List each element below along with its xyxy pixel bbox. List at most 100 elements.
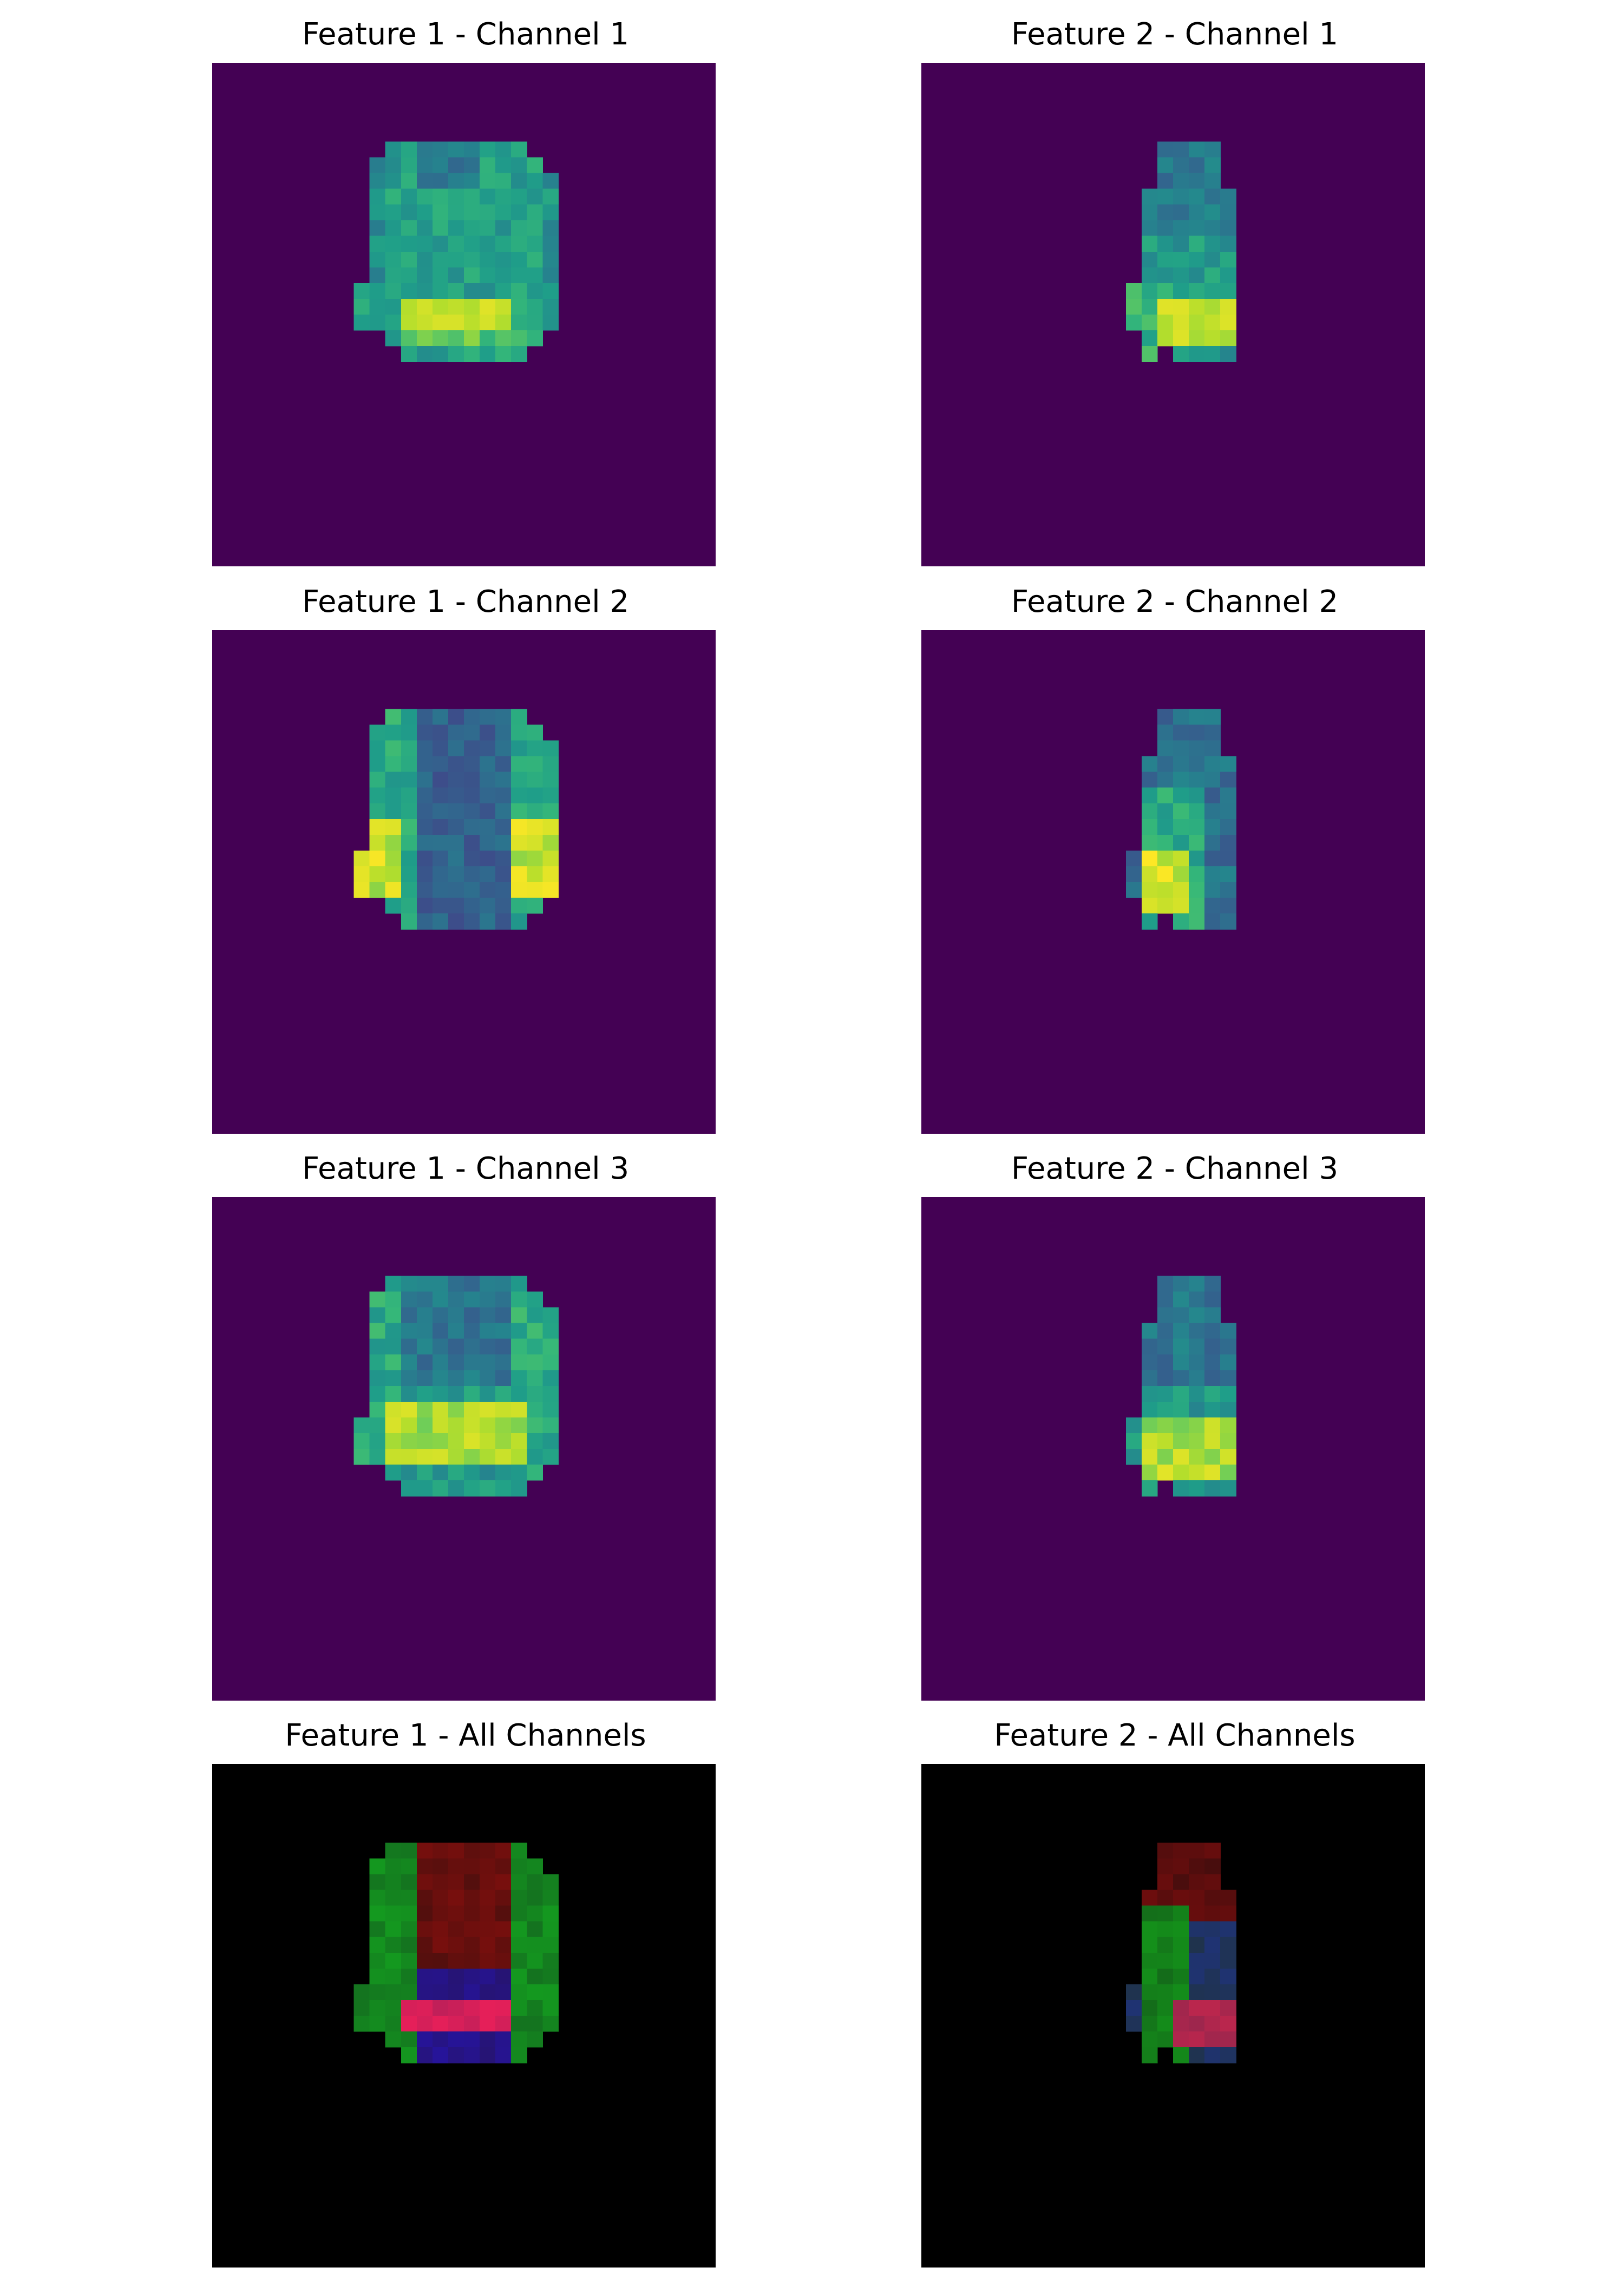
heatmap-cell bbox=[527, 298, 543, 315]
heatmap-cell bbox=[1173, 1921, 1189, 1938]
heatmap-cell bbox=[1204, 913, 1221, 930]
heatmap-cell bbox=[1204, 315, 1221, 331]
panel-title-f1c2: Feature 1 - Channel 2 bbox=[302, 584, 630, 619]
heatmap-cell bbox=[480, 772, 496, 788]
heatmap-cell bbox=[480, 1952, 496, 1969]
heatmap-cell bbox=[1141, 2031, 1158, 2048]
heatmap-cell bbox=[369, 1858, 386, 1875]
heatmap-cell bbox=[464, 1999, 480, 2016]
heatmap-cell bbox=[1173, 2031, 1189, 2048]
heatmap-cell bbox=[401, 2047, 417, 2063]
heatmap-cell bbox=[401, 330, 417, 347]
heatmap-cell bbox=[1220, 346, 1236, 362]
heatmap-cell bbox=[511, 1984, 527, 2001]
heatmap-cell bbox=[369, 1984, 386, 2001]
heatmap-cell bbox=[480, 1386, 496, 1402]
heatmap-cell bbox=[495, 1465, 512, 1481]
heatmap-cell bbox=[401, 267, 417, 284]
heatmap-cell bbox=[1173, 913, 1189, 930]
heatmap-cell bbox=[495, 267, 512, 284]
heatmap-cell bbox=[542, 787, 559, 804]
feature-map-f1all bbox=[212, 1764, 716, 2268]
heatmap-cell bbox=[401, 1354, 417, 1371]
heatmap-cell bbox=[1157, 1905, 1174, 1922]
heatmap-cell bbox=[495, 1323, 512, 1339]
heatmap-cell bbox=[1141, 1937, 1158, 1953]
heatmap-cell bbox=[385, 772, 402, 788]
heatmap-cell bbox=[542, 882, 559, 898]
heatmap-cell bbox=[1157, 1449, 1174, 1465]
heatmap-cell bbox=[1173, 772, 1189, 788]
heatmap-cell bbox=[385, 1890, 402, 1906]
heatmap-cell bbox=[495, 1291, 512, 1308]
heatmap-cell bbox=[542, 220, 559, 237]
heatmap-cell bbox=[1204, 1921, 1221, 1938]
heatmap-cell bbox=[1157, 298, 1174, 315]
heatmap-cell bbox=[1189, 1291, 1205, 1308]
heatmap-cell bbox=[1204, 866, 1221, 883]
heatmap-cell bbox=[369, 1874, 386, 1891]
heatmap-cell bbox=[527, 740, 543, 757]
heatmap-cell bbox=[385, 1874, 402, 1891]
heatmap-cell bbox=[401, 251, 417, 268]
heatmap-cell bbox=[542, 866, 559, 883]
heatmap-cell bbox=[511, 787, 527, 804]
heatmap-cell bbox=[369, 1999, 386, 2016]
heatmap-cell bbox=[511, 346, 527, 362]
heatmap-cell bbox=[1141, 1480, 1158, 1497]
heatmap-cell bbox=[542, 819, 559, 835]
heatmap-cell bbox=[1141, 819, 1158, 835]
heatmap-cell bbox=[1204, 346, 1221, 362]
heatmap-cell bbox=[432, 913, 449, 930]
heatmap-cell bbox=[1189, 1952, 1205, 1969]
heatmap-cell bbox=[495, 1905, 512, 1922]
heatmap-cell bbox=[448, 1323, 464, 1339]
heatmap-cell bbox=[1204, 772, 1221, 788]
heatmap-cell bbox=[542, 1937, 559, 1953]
heatmap-cell bbox=[1157, 1842, 1174, 1859]
heatmap-cell bbox=[448, 236, 464, 252]
heatmap-cell bbox=[1141, 2047, 1158, 2063]
heatmap-cell bbox=[401, 283, 417, 299]
heatmap-cell bbox=[495, 724, 512, 741]
heatmap-cell bbox=[401, 1952, 417, 1969]
heatmap-cell bbox=[369, 1905, 386, 1922]
heatmap-cell bbox=[1204, 267, 1221, 284]
heatmap-cell bbox=[495, 882, 512, 898]
heatmap-cell bbox=[464, 819, 480, 835]
heatmap-cell bbox=[1220, 2031, 1236, 2048]
heatmap-cell bbox=[1173, 787, 1189, 804]
heatmap-cell bbox=[401, 1323, 417, 1339]
heatmap-cell bbox=[464, 756, 480, 773]
heatmap-cell bbox=[385, 283, 402, 299]
heatmap-cell bbox=[495, 173, 512, 190]
heatmap-cell bbox=[511, 850, 527, 867]
heatmap-cell bbox=[480, 1449, 496, 1465]
heatmap-cell bbox=[1173, 2016, 1189, 2032]
heatmap-cell bbox=[1189, 740, 1205, 757]
heatmap-cell bbox=[1157, 1968, 1174, 1985]
heatmap-cell bbox=[1141, 1338, 1158, 1355]
heatmap-cell bbox=[416, 1968, 433, 1985]
heatmap-cell bbox=[432, 740, 449, 757]
heatmap-cell bbox=[432, 1449, 449, 1465]
heatmap-cell bbox=[480, 913, 496, 930]
heatmap-cell bbox=[1173, 1890, 1189, 1906]
heatmap-cell bbox=[416, 1999, 433, 2016]
heatmap-cell bbox=[511, 803, 527, 820]
heatmap-cell bbox=[495, 330, 512, 347]
heatmap-cell bbox=[542, 1890, 559, 1906]
heatmap-cell bbox=[495, 188, 512, 205]
heatmap-cell bbox=[511, 188, 527, 205]
heatmap-cell bbox=[464, 1449, 480, 1465]
heatmap-cell bbox=[432, 315, 449, 331]
heatmap-cell bbox=[401, 236, 417, 252]
heatmap-cell bbox=[369, 724, 386, 741]
heatmap-cell bbox=[480, 346, 496, 362]
heatmap-cell bbox=[511, 819, 527, 835]
heatmap-cell bbox=[416, 913, 433, 930]
heatmap-cell bbox=[1157, 2031, 1174, 2048]
heatmap-cell bbox=[1189, 772, 1205, 788]
heatmap-cell bbox=[1173, 819, 1189, 835]
heatmap-cell bbox=[1157, 772, 1174, 788]
